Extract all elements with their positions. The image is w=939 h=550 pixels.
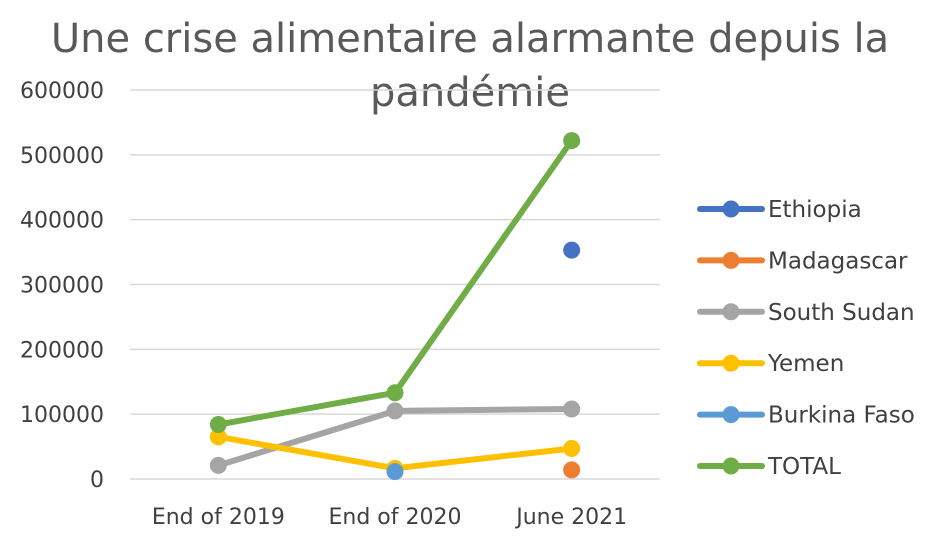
y-axis-tick-labels: 0 100000 200000 300000 400000 500000 600000 <box>20 79 104 493</box>
legend-entry-total: TOTAL <box>697 454 841 480</box>
legend-swatch-marker <box>722 457 740 475</box>
series-group <box>209 132 581 481</box>
gridlines <box>130 89 660 480</box>
series-line-total <box>215 137 575 428</box>
data-point-south-sudan <box>386 402 404 420</box>
y-tick-label: 500000 <box>20 144 104 169</box>
data-point-south-sudan <box>209 456 227 474</box>
y-tick-label: 400000 <box>20 209 104 234</box>
data-point-ethiopia <box>563 241 581 259</box>
chart-title-line-1: Une crise alimentaire alarmante depuis l… <box>51 16 889 62</box>
legend-entry-madagascar: Madagascar <box>697 248 908 274</box>
series-ethiopia <box>563 241 581 259</box>
legend-entry-yemen: Yemen <box>697 351 844 377</box>
data-point-yemen <box>563 440 581 458</box>
data-point-yemen <box>209 428 227 446</box>
legend-swatch-marker <box>722 200 740 218</box>
data-point-south-sudan <box>563 400 581 418</box>
series-madagascar <box>563 461 581 479</box>
legend-entry-ethiopia: Ethiopia <box>697 197 862 223</box>
data-point-burkina-faso <box>386 463 404 481</box>
x-tick-label: End of 2020 <box>329 505 462 530</box>
legend-entry-burkina-faso: Burkina Faso <box>697 403 915 429</box>
legend: Ethiopia Madagascar South Sudan Yemen Burkin… <box>697 197 915 480</box>
legend-swatch-marker <box>722 303 740 321</box>
series-burkina-faso <box>386 463 404 481</box>
y-tick-label: 300000 <box>20 274 104 299</box>
x-tick-label: June 2021 <box>514 505 627 530</box>
series-total <box>209 132 581 434</box>
data-point-total <box>209 416 227 434</box>
y-tick-label: 0 <box>90 468 104 493</box>
legend-label: South Sudan <box>768 300 915 326</box>
legend-label: Madagascar <box>768 248 908 274</box>
x-tick-label: End of 2019 <box>152 505 285 530</box>
legend-swatch-marker <box>722 406 740 424</box>
data-point-total <box>563 132 581 150</box>
legend-swatch-marker <box>722 251 740 269</box>
y-tick-label: 100000 <box>20 403 104 428</box>
y-tick-label: 200000 <box>20 338 104 363</box>
legend-label: Yemen <box>767 351 844 377</box>
x-axis-tick-labels: End of 2019 End of 2020 June 2021 <box>152 505 627 530</box>
legend-label: Burkina Faso <box>768 403 915 429</box>
legend-label: TOTAL <box>767 454 841 480</box>
chart-title-line-2: pandémie <box>370 70 570 116</box>
legend-swatch-marker <box>722 354 740 372</box>
legend-label: Ethiopia <box>768 197 862 223</box>
y-tick-label: 600000 <box>20 79 104 104</box>
data-point-total <box>386 384 404 402</box>
legend-entry-south-sudan: South Sudan <box>697 300 915 326</box>
data-point-madagascar <box>563 461 581 479</box>
